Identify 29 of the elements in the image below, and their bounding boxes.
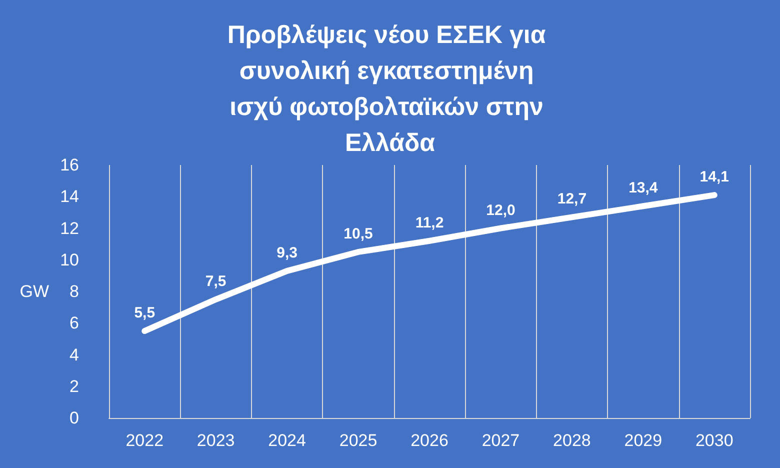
y-tick-label: 16 bbox=[60, 156, 79, 174]
data-label: 10,5 bbox=[344, 225, 373, 242]
x-tick-label: 2022 bbox=[126, 431, 164, 450]
x-tick-label: 2024 bbox=[268, 431, 306, 450]
y-tick-label: 0 bbox=[70, 408, 79, 428]
y-tick-label: 4 bbox=[70, 345, 79, 364]
data-label: 5,5 bbox=[134, 304, 156, 322]
data-label: 9,3 bbox=[276, 244, 298, 262]
y-tick-label: 12 bbox=[60, 218, 79, 238]
x-tick-label: 2029 bbox=[624, 431, 662, 450]
y-tick-label: 6 bbox=[70, 314, 79, 333]
x-tick-label: 2030 bbox=[695, 431, 734, 450]
data-label: 12,7 bbox=[557, 190, 587, 208]
data-label: 14,1 bbox=[700, 168, 729, 186]
x-tick-label: 2028 bbox=[553, 431, 591, 450]
data-label: 11,2 bbox=[415, 214, 444, 232]
data-label: 7,5 bbox=[205, 272, 226, 290]
y-tick-label: 14 bbox=[60, 187, 79, 206]
x-tick-label: 2025 bbox=[339, 431, 378, 450]
x-tick-label: 2027 bbox=[482, 431, 520, 450]
data-label: 12,0 bbox=[486, 202, 516, 219]
y-tick-label: 8 bbox=[70, 282, 79, 301]
data-label: 13,4 bbox=[628, 180, 658, 197]
x-tick-label: 2026 bbox=[410, 431, 448, 450]
y-tick-label: 10 bbox=[60, 250, 79, 270]
x-tick-label: 2023 bbox=[196, 431, 235, 450]
y-tick-label: 2 bbox=[70, 376, 79, 396]
chart-title: Προβλέψεις νέου ΕΣΕΚ για συνολική εγκατεστημένη ισχύ φωτοβολταϊκών στην Ελλάδα bbox=[227, 21, 553, 157]
y-axis-title: GW bbox=[20, 282, 49, 301]
